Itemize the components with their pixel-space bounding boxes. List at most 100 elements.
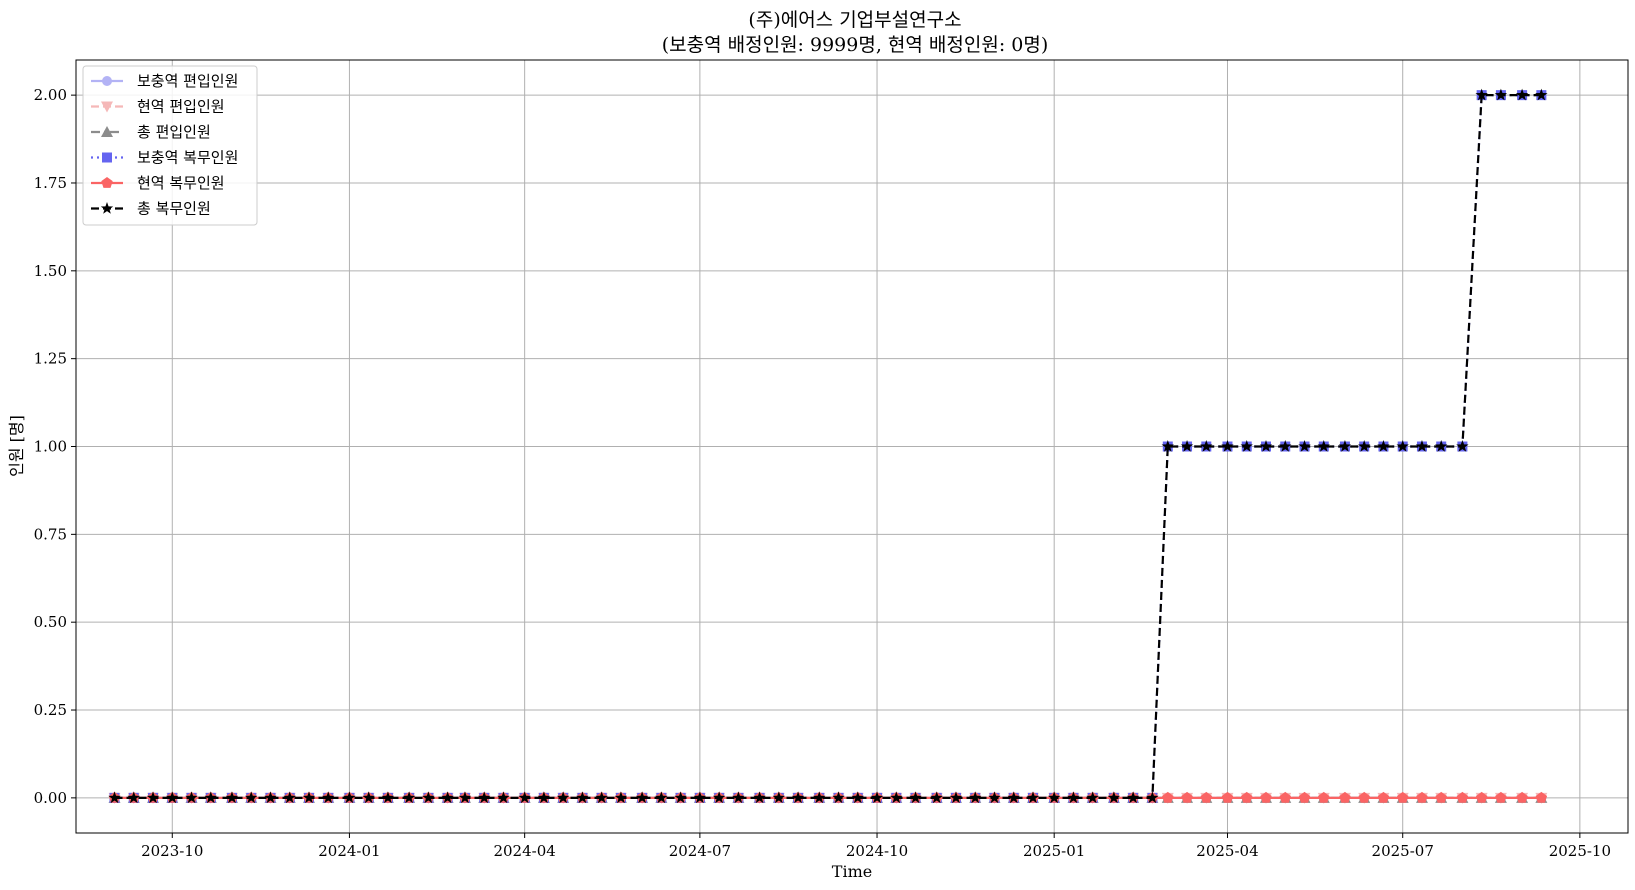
data-point xyxy=(1339,791,1351,803)
y-tick-label: 0.25 xyxy=(34,701,67,719)
data-point xyxy=(595,791,608,804)
y-tick-label: 1.50 xyxy=(34,262,67,280)
data-point xyxy=(1535,791,1548,803)
data-point xyxy=(1358,791,1370,803)
data-point xyxy=(1515,88,1529,101)
data-point xyxy=(458,791,472,804)
y-tick-label: 0.75 xyxy=(34,525,67,543)
chart-subtitle: (보충역 배정인원: 9999명, 현역 배정인원: 0명) xyxy=(662,34,1049,56)
x-tick-label: 2024-04 xyxy=(493,842,555,860)
data-point xyxy=(1377,440,1390,452)
y-tick-label: 1.75 xyxy=(34,174,67,192)
data-point xyxy=(402,791,416,804)
data-point xyxy=(1397,791,1409,803)
data-point xyxy=(1415,440,1429,452)
data-point xyxy=(674,791,687,804)
data-point xyxy=(1298,440,1311,452)
data-point xyxy=(1086,791,1099,804)
data-point xyxy=(1435,791,1447,803)
data-point xyxy=(693,791,707,804)
data-point xyxy=(1200,791,1213,803)
x-tick-label: 2024-07 xyxy=(669,842,731,860)
data-point xyxy=(1067,791,1080,804)
data-point xyxy=(1516,791,1528,803)
legend-marker xyxy=(101,177,113,188)
x-tick-label: 2025-07 xyxy=(1372,842,1434,860)
legend-label: 보충역 복무인원 xyxy=(137,149,238,167)
data-point xyxy=(909,791,922,804)
data-point xyxy=(791,791,805,804)
data-point xyxy=(302,791,316,804)
legend-item: 현역 편입인원 xyxy=(91,98,225,116)
data-point xyxy=(1221,440,1234,452)
x-tick-label: 2025-04 xyxy=(1196,842,1258,860)
data-point xyxy=(322,791,335,804)
data-point xyxy=(1026,791,1040,804)
data-point xyxy=(949,791,963,804)
data-point xyxy=(441,791,454,804)
series-6 xyxy=(108,88,1548,804)
data-point xyxy=(614,791,628,804)
data-point xyxy=(832,791,845,804)
data-point xyxy=(127,791,140,804)
data-point xyxy=(635,791,649,804)
x-axis: 2023-10 2024-01 2024-04 2024-07 2024-10 2025-… xyxy=(141,833,1611,860)
data-point xyxy=(969,791,982,804)
data-point xyxy=(204,791,217,804)
data-point xyxy=(225,791,239,804)
x-tick-label: 2023-10 xyxy=(141,842,203,860)
data-point xyxy=(1048,791,1061,804)
legend-item: 현역 복무인원 xyxy=(91,174,225,192)
data-point xyxy=(988,791,1001,804)
data-point xyxy=(108,791,121,804)
x-tick-label: 2025-01 xyxy=(1023,842,1085,860)
x-tick-label: 2025-10 xyxy=(1549,842,1611,860)
data-point xyxy=(185,791,198,804)
data-point xyxy=(1146,791,1159,804)
y-tick-label: 0.50 xyxy=(34,613,67,631)
data-point xyxy=(518,791,531,804)
data-point xyxy=(1107,791,1121,804)
data-point xyxy=(576,791,589,804)
data-point xyxy=(712,791,726,804)
data-point xyxy=(1317,440,1330,452)
data-point xyxy=(1161,440,1174,452)
legend-label: 총 편입인원 xyxy=(137,123,211,141)
data-point xyxy=(556,791,570,804)
legend-marker xyxy=(101,101,113,113)
x-tick-label: 2024-10 xyxy=(846,842,908,860)
data-point xyxy=(1475,791,1488,803)
data-point xyxy=(422,791,435,804)
data-point xyxy=(1494,88,1508,101)
legend-item: 총 편입인원 xyxy=(91,123,211,141)
legend-label: 현역 편입인원 xyxy=(137,98,225,116)
data-point xyxy=(166,791,179,804)
data-point xyxy=(1162,791,1174,803)
data-point xyxy=(283,791,296,804)
data-point xyxy=(1181,791,1193,803)
y-tick-label: 1.25 xyxy=(34,350,67,368)
legend-marker xyxy=(100,202,114,214)
legend-label: 총 복무인원 xyxy=(137,200,211,218)
legend-marker xyxy=(101,126,113,137)
series-area xyxy=(108,88,1548,804)
data-point xyxy=(1377,791,1390,803)
chart-title: (주)에어스 기업부설연구소 xyxy=(748,9,961,31)
data-point xyxy=(1535,88,1548,101)
data-point xyxy=(1495,791,1507,803)
data-point xyxy=(1259,440,1273,452)
legend-marker xyxy=(102,76,112,86)
data-point xyxy=(264,791,277,804)
data-point xyxy=(343,791,356,804)
legend-item: 보충역 편입인원 xyxy=(91,72,238,90)
data-point xyxy=(1260,791,1272,803)
x-axis-label: Time xyxy=(832,862,872,881)
legend-marker xyxy=(102,152,112,163)
data-point xyxy=(1396,440,1409,452)
data-point xyxy=(851,791,864,804)
legend-box xyxy=(82,65,258,226)
y-tick-label: 1.00 xyxy=(34,438,67,456)
data-point xyxy=(930,791,943,804)
y-axis: 0.00 0.25 0.50 0.75 1.00 1.25 1.50 1.75 2.00 xyxy=(34,86,76,807)
